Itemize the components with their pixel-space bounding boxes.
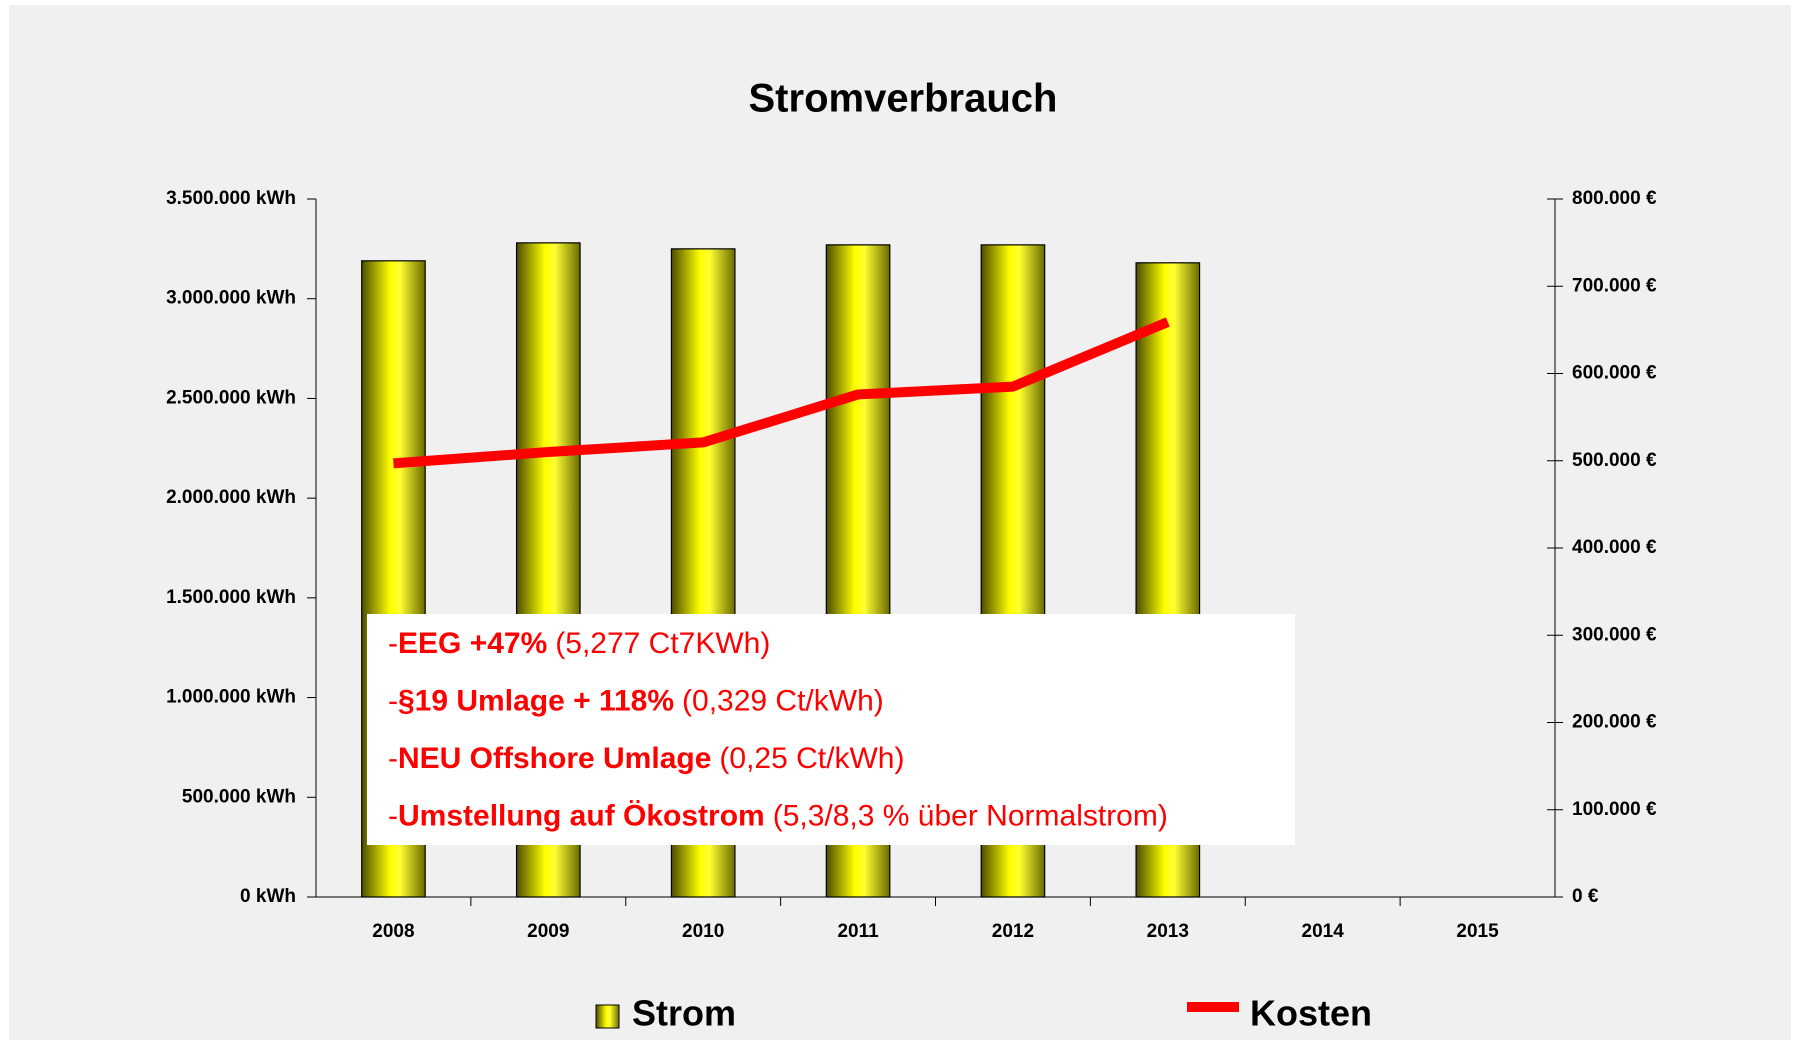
annotation: -EEG +47% (5,277 Ct7KWh) bbox=[388, 627, 770, 660]
x-tick-label: 2013 bbox=[1147, 921, 1189, 942]
chart-background bbox=[9, 5, 1791, 1040]
y-tick-label: 3.000.000 kWh bbox=[166, 288, 296, 309]
x-tick-label: 2015 bbox=[1456, 921, 1499, 942]
y-tick-label: 3.500.000 kWh bbox=[166, 188, 296, 209]
legend-swatch bbox=[595, 1004, 620, 1029]
annotation-bold: EEG +47% bbox=[398, 627, 547, 660]
x-tick-label: 2009 bbox=[527, 921, 569, 942]
annotation-bold: NEU Offshore Umlage bbox=[398, 742, 711, 775]
annotation-box bbox=[367, 614, 1295, 845]
annotation-prefix: - bbox=[388, 627, 398, 660]
y2-tick-label: 600.000 € bbox=[1572, 363, 1657, 384]
annotation-prefix: - bbox=[388, 799, 398, 832]
y-tick-label: 0 kWh bbox=[240, 886, 296, 907]
x-tick-label: 2011 bbox=[837, 921, 879, 942]
annotation: -§19 Umlage + 118% (0,329 Ct/kWh) bbox=[388, 684, 884, 717]
annotation: -NEU Offshore Umlage (0,25 Ct/kWh) bbox=[388, 742, 904, 775]
y2-tick-label: 400.000 € bbox=[1572, 537, 1657, 558]
y2-tick-label: 800.000 € bbox=[1572, 188, 1657, 209]
chart-title: Stromverbrauch bbox=[749, 77, 1058, 121]
x-tick-label: 2008 bbox=[372, 921, 414, 942]
y2-tick-label: 700.000 € bbox=[1572, 275, 1657, 296]
annotation-bold: Umstellung auf Ökostrom bbox=[398, 799, 765, 832]
annotation-normal: (0,329 Ct/kWh) bbox=[682, 684, 884, 717]
legend-label: Strom bbox=[632, 993, 736, 1034]
annotation-normal: (5,277 Ct7KWh) bbox=[555, 627, 770, 660]
y-tick-label: 500.000 kWh bbox=[182, 786, 296, 807]
annotation-bold: §19 Umlage + 118% bbox=[398, 684, 674, 717]
y-tick-label: 2.500.000 kWh bbox=[166, 387, 296, 408]
annotation-prefix: - bbox=[388, 742, 398, 775]
cost-line bbox=[393, 317, 1170, 469]
y-tick-label: 1.000.000 kWh bbox=[166, 687, 296, 708]
legend-label: Kosten bbox=[1250, 993, 1372, 1034]
annotation-prefix: - bbox=[388, 684, 398, 717]
y2-tick-label: 200.000 € bbox=[1572, 712, 1657, 733]
annotation: -Umstellung auf Ökostrom (5,3/8,3 % über … bbox=[388, 799, 1168, 832]
x-tick-label: 2014 bbox=[1302, 921, 1345, 942]
annotation-normal: (0,25 Ct/kWh) bbox=[719, 742, 904, 775]
annotation-normal: (5,3/8,3 % über Normalstrom) bbox=[773, 799, 1168, 832]
y-tick-label: 1.500.000 kWh bbox=[166, 587, 296, 608]
y2-tick-label: 100.000 € bbox=[1572, 799, 1657, 820]
x-tick-label: 2012 bbox=[992, 921, 1034, 942]
y-tick-label: 2.000.000 kWh bbox=[166, 487, 296, 508]
y2-tick-label: 500.000 € bbox=[1572, 450, 1657, 471]
y2-tick-label: 0 € bbox=[1572, 886, 1599, 907]
y2-tick-label: 300.000 € bbox=[1572, 624, 1657, 645]
x-tick-label: 2010 bbox=[682, 921, 724, 942]
